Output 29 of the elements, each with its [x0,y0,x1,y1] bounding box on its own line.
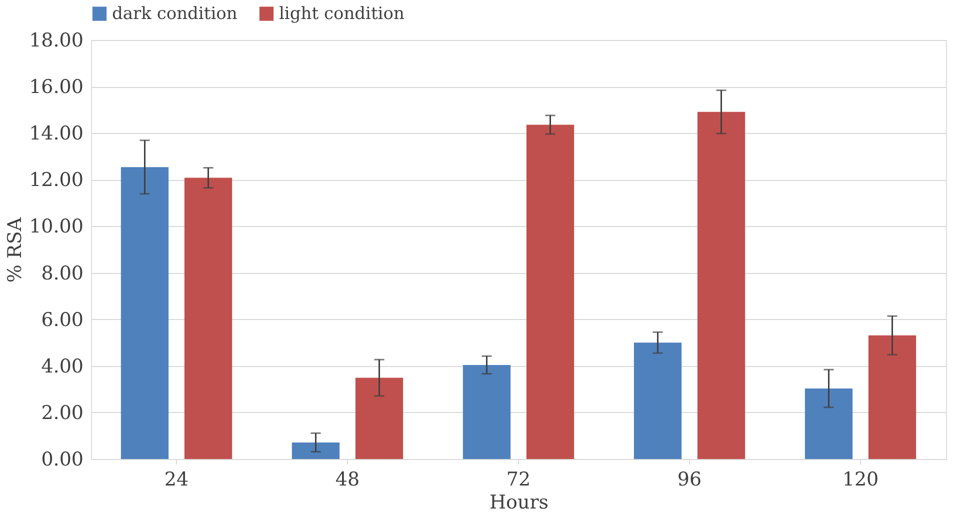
bar [634,342,682,459]
y-tick-label: 8.00 [41,262,84,284]
y-tick-label: 0.00 [41,448,84,470]
y-tick-label: 6.00 [41,308,84,331]
bar [184,178,232,459]
y-axis-title: % RSA [4,217,26,283]
bar [526,124,574,459]
y-tick-label: 4.00 [41,355,84,378]
x-tick-label: 24 [164,468,189,490]
x-tick-label: 72 [506,468,531,490]
x-tick-label: 96 [677,468,702,490]
bar [292,442,340,459]
bar [804,388,853,459]
bar [462,364,511,459]
y-tick-label: 2.00 [41,402,84,424]
y-tick-label: 16.00 [29,76,84,98]
x-tick-label: 120 [842,468,879,490]
y-tick-label: 14.00 [29,122,84,145]
legend-label: light condition [279,4,404,24]
legend-label: dark condition [112,4,238,24]
x-tick-label: 48 [335,468,360,490]
bar [868,335,916,459]
y-tick-label: 12.00 [29,169,84,192]
x-axis-title: Hours [489,492,549,514]
y-tick-label: 10.00 [29,216,84,238]
bar [120,167,169,459]
y-tick-label: 18.00 [29,30,84,52]
bar [697,112,746,459]
bar [355,378,404,459]
